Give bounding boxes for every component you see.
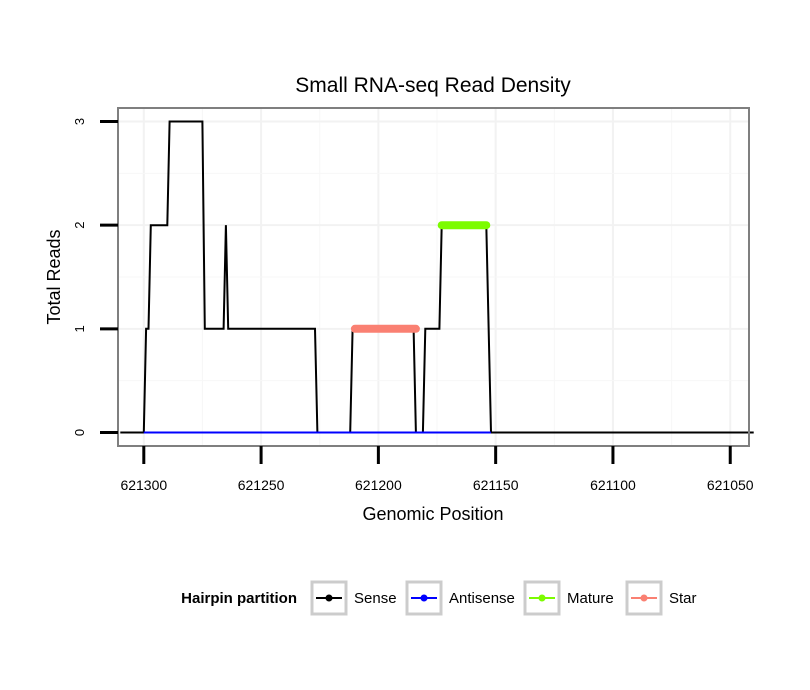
x-tick-label: 621250 <box>238 477 285 493</box>
legend-entry-label: Sense <box>354 590 397 607</box>
legend-key-dot <box>538 594 546 602</box>
legend-title: Hairpin partition <box>181 590 297 607</box>
legend: Hairpin partition Sense Antisense Mature St… <box>181 580 697 616</box>
chart-title: Small RNA-seq Read Density <box>295 74 571 97</box>
y-axis-label: Total Reads <box>44 229 64 324</box>
series-sense-line <box>120 120 754 434</box>
x-axis: 621300 621250 621200 621150 621100 621050 <box>120 446 754 493</box>
x-tick-label: 621100 <box>590 477 636 493</box>
legend-entry-label: Star <box>669 590 697 607</box>
y-tick-label: 3 <box>72 118 87 125</box>
x-tick-label: 621300 <box>120 477 167 493</box>
plot-panel-border <box>117 107 750 447</box>
legend-key-dot <box>420 594 428 602</box>
legend-entry-star: Star <box>625 580 697 616</box>
y-tick-label: 0 <box>72 429 87 436</box>
y-axis: 0 1 2 3 <box>72 118 118 436</box>
y-tick-label: 1 <box>72 325 87 332</box>
y-tick-label: 2 <box>72 222 87 229</box>
legend-key-dot <box>325 594 333 602</box>
legend-entry-mature: Mature <box>523 580 614 616</box>
legend-entries: Sense Antisense Mature Star <box>310 580 697 616</box>
legend-key-dot <box>640 594 648 602</box>
x-tick-label: 621200 <box>355 477 402 493</box>
legend-entry-antisense: Antisense <box>405 580 515 616</box>
x-axis-label: Genomic Position <box>362 504 503 524</box>
x-tick-label: 621050 <box>707 477 754 493</box>
legend-entry-label: Mature <box>567 590 614 607</box>
legend-entry-label: Antisense <box>449 590 515 607</box>
grid-lines <box>118 108 749 446</box>
legend-entry-sense: Sense <box>310 580 397 616</box>
series-layer <box>120 120 754 434</box>
x-tick-label: 621150 <box>473 477 519 493</box>
